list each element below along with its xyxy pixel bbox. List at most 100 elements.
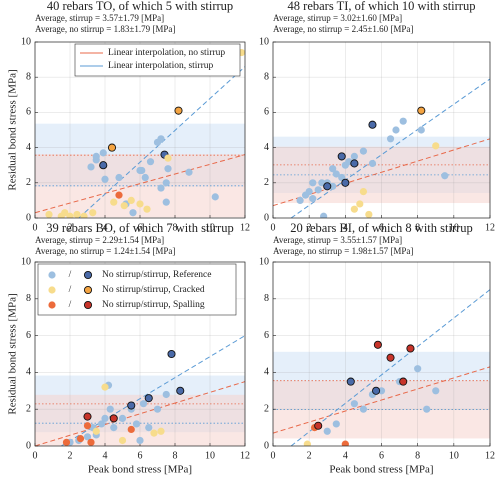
data-point — [107, 143, 117, 152]
data-point — [372, 386, 381, 395]
data-point — [176, 386, 185, 395]
annotation: Average, stirrup = 2.29±1.54 [MPa] — [35, 235, 164, 245]
data-point — [129, 209, 137, 217]
data-point — [109, 414, 118, 423]
fit-line — [290, 78, 490, 218]
x-tick-label: 10 — [205, 450, 215, 461]
y-tick-label: 0 — [264, 212, 269, 223]
data-point — [139, 400, 148, 408]
data-point — [101, 175, 109, 183]
axes-frame — [272, 261, 491, 447]
data-point — [392, 126, 400, 134]
data-point — [417, 106, 426, 115]
axes-frame — [34, 261, 246, 447]
legend-label: No stirrup/stirrup, Reference — [102, 269, 211, 280]
data-point — [136, 436, 144, 445]
x-tick-label: 4 — [103, 222, 108, 233]
y-tick-label: 0 — [26, 212, 31, 223]
data-point — [414, 365, 422, 373]
y-tick-label: 2 — [264, 403, 269, 414]
data-point — [314, 421, 323, 430]
data-point — [332, 170, 340, 178]
data-point — [346, 377, 355, 386]
legend-label: No stirrup/stirrup, Spalling — [102, 300, 205, 310]
data-point — [118, 414, 127, 422]
data-point — [368, 120, 377, 129]
data-point — [127, 425, 135, 434]
data-point — [350, 205, 358, 213]
data-point — [373, 340, 382, 349]
x-tick-label: 2 — [307, 222, 312, 233]
data-point — [146, 158, 155, 166]
data-point — [118, 436, 127, 445]
data-point — [296, 196, 304, 204]
x-tick-label: 0 — [33, 222, 38, 233]
fit-line — [290, 289, 490, 446]
y-tick-label: 4 — [264, 367, 269, 378]
data-point — [99, 161, 108, 170]
legend-label: No stirrup/stirrup, Cracked — [102, 285, 205, 295]
fit-line — [273, 138, 490, 207]
data-point — [341, 440, 349, 446]
legend-marker — [83, 270, 93, 280]
plot-area — [35, 335, 245, 446]
y-tick-label: 8 — [26, 71, 31, 82]
data-point — [162, 198, 170, 206]
x-tick-label: 12 — [240, 450, 250, 461]
data-point — [157, 135, 165, 143]
data-point — [150, 429, 158, 437]
legend-label: Linear interpolation, stirrup — [108, 61, 214, 71]
data-point — [432, 387, 440, 395]
data-point — [314, 186, 322, 194]
data-point — [423, 405, 431, 413]
data-point — [432, 142, 440, 150]
data-point — [185, 168, 193, 176]
data-point — [337, 152, 346, 161]
panel-title: 20 rebars BI, of which 8 with stirrup — [290, 221, 473, 235]
data-point — [45, 210, 53, 218]
panel: 20 rebars BI, of which 8 with stirrupAve… — [259, 221, 495, 476]
data-point — [359, 405, 368, 413]
y-tick-label: 6 — [26, 330, 31, 341]
y-axis-label: Residual bond stress [MPa] — [7, 69, 19, 190]
x-tick-label: 6 — [138, 222, 143, 233]
data-point — [386, 353, 395, 362]
y-tick-label: 8 — [264, 71, 269, 82]
legend-marker — [48, 271, 56, 279]
data-point — [162, 390, 170, 399]
x-tick-label: 12 — [485, 222, 495, 233]
data-point — [350, 152, 358, 160]
data-point — [87, 163, 95, 171]
y-tick-label: 6 — [264, 330, 269, 341]
annotation: Average, stirrup = 3.57±1.79 [MPa] — [35, 13, 164, 23]
y-tick-label: 6 — [264, 107, 269, 118]
data-point — [136, 200, 144, 208]
data-point — [162, 179, 170, 187]
data-point — [406, 344, 415, 353]
data-point — [164, 165, 172, 173]
data-point — [359, 188, 368, 196]
data-point — [127, 196, 135, 204]
data-point — [110, 198, 118, 206]
fit-line — [78, 66, 245, 218]
data-point — [87, 438, 95, 446]
data-point — [92, 427, 100, 435]
data-point — [350, 159, 359, 168]
data-point — [323, 427, 331, 435]
data-point — [80, 212, 88, 218]
data-point — [127, 401, 136, 410]
x-tick-label: 0 — [33, 450, 38, 461]
data-point — [303, 440, 311, 446]
x-tick-label: 12 — [240, 222, 250, 233]
annotation: Average, stirrup = 3.02±1.60 [MPa] — [273, 13, 402, 23]
data-point — [115, 173, 123, 182]
x-axis-label: Peak bond stress [MPa] — [329, 464, 433, 476]
x-tick-label: 10 — [449, 222, 459, 233]
plot-area — [35, 48, 245, 218]
data-point — [323, 182, 332, 191]
fit-line — [35, 154, 245, 214]
x-tick-label: 6 — [379, 450, 384, 461]
legend-separator: / — [69, 300, 72, 310]
x-tick-label: 0 — [271, 450, 276, 461]
